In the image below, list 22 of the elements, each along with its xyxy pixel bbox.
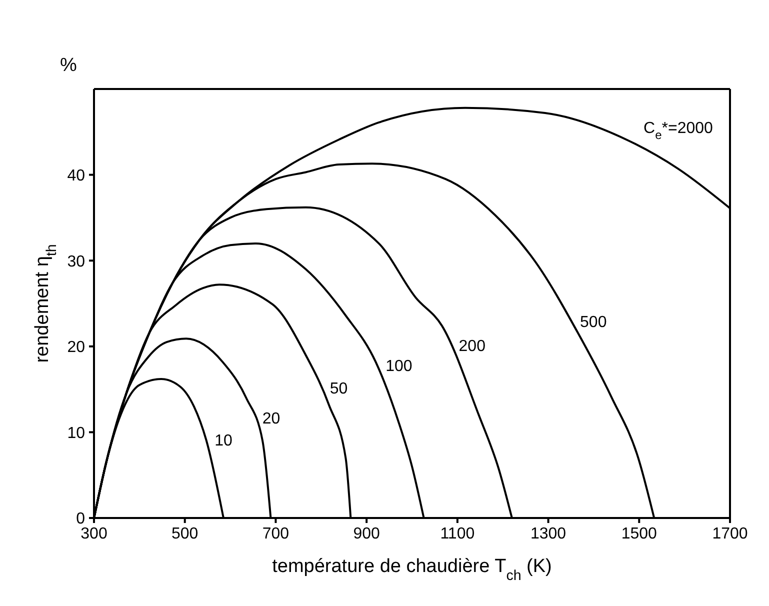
series-label: 50 <box>330 380 348 398</box>
y-tick-label: 20 <box>67 339 86 356</box>
series-label: 500 <box>580 314 607 332</box>
x-tick-label: 1500 <box>621 525 658 542</box>
y-tick-label: 0 <box>76 510 86 528</box>
series-label: 20 <box>262 410 280 428</box>
series-label: 200 <box>458 338 486 356</box>
x-axis-title: température de chaudière T$_{ch}$ (K) <box>272 556 552 584</box>
x-tick-label: 500 <box>172 525 198 542</box>
x-tick-label: 900 <box>353 525 380 542</box>
x-tick-label: 1300 <box>530 525 566 542</box>
x-tick-label: 300 <box>80 525 108 542</box>
text: % <box>60 55 77 77</box>
y-tick-label: 40 <box>67 167 86 184</box>
x-tick-label: 1100 <box>440 525 475 542</box>
x-tick-label: 700 <box>262 525 290 542</box>
y-tick-label: 10 <box>67 424 86 442</box>
x-tick-label: 1700 <box>712 525 748 542</box>
series-label: 10 <box>214 432 232 450</box>
series-label: 100 <box>386 358 412 376</box>
series-label: C$_{e}$*=2000 <box>644 120 714 142</box>
y-tick-label: 30 <box>67 253 86 270</box>
